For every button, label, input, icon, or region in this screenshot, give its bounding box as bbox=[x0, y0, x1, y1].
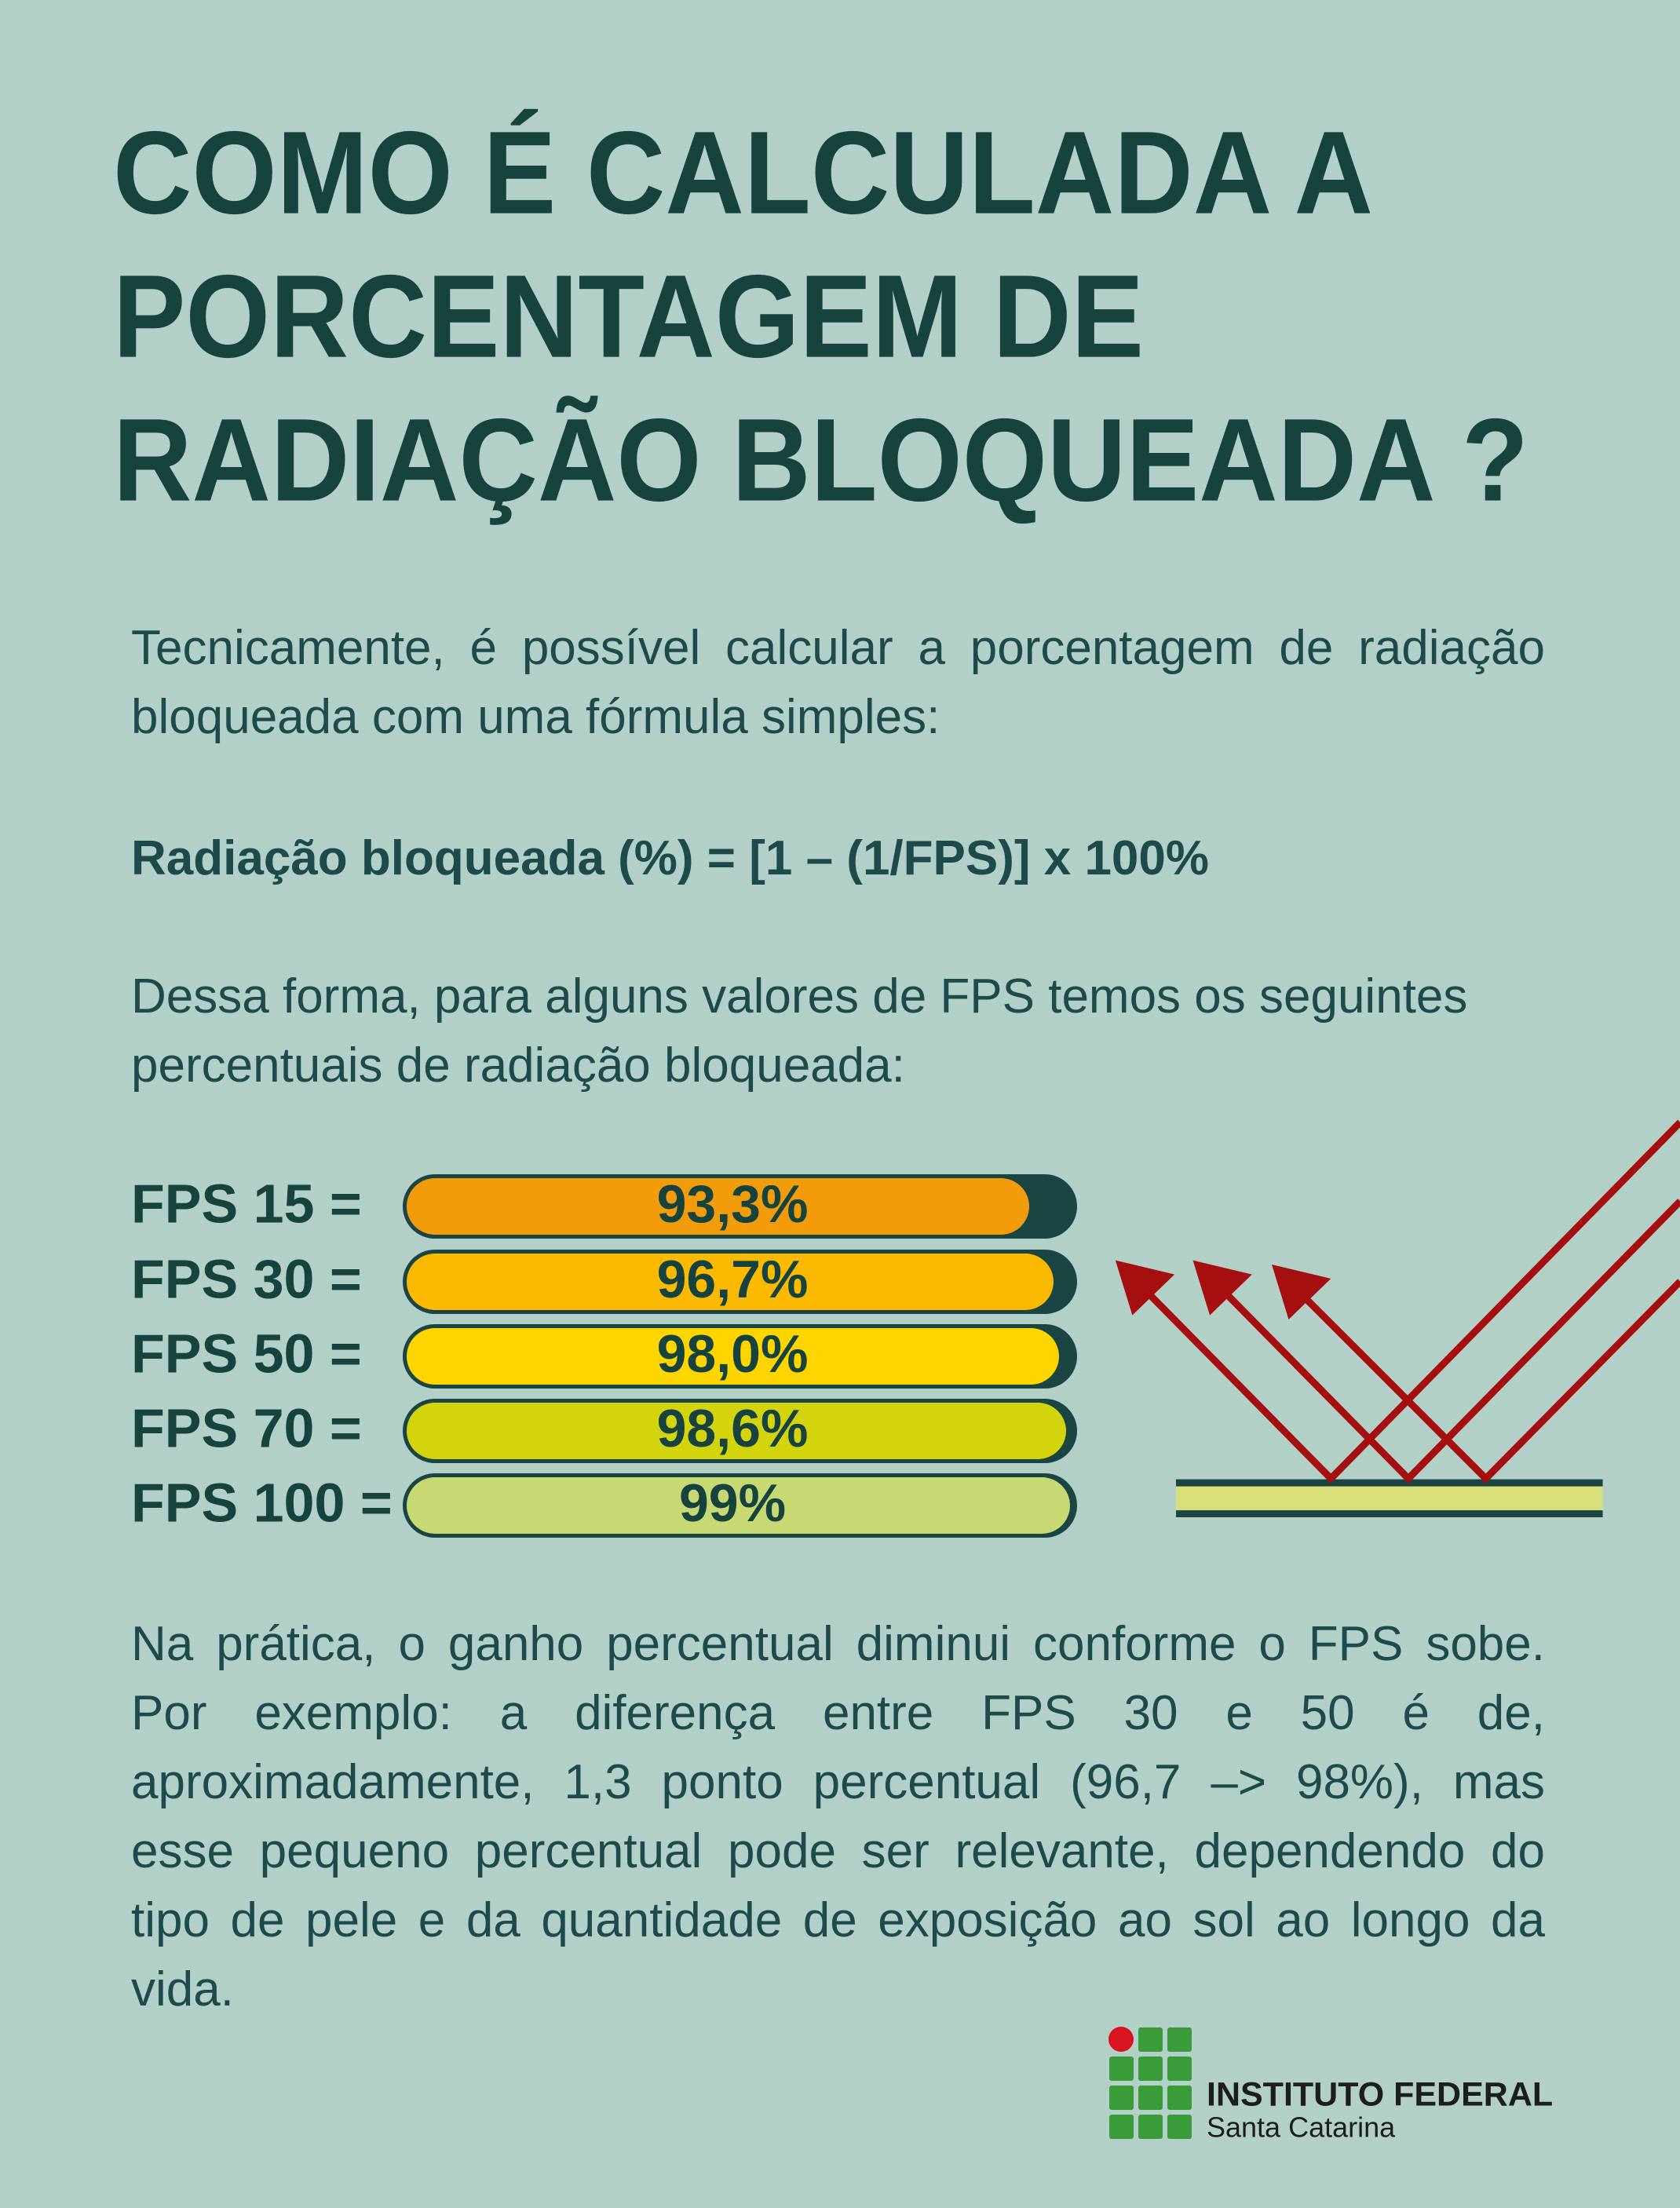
bar-fill bbox=[407, 1254, 1054, 1310]
logo-square bbox=[1167, 2027, 1192, 2052]
bar-value: 93,3% bbox=[657, 1174, 809, 1234]
logo-square bbox=[1167, 2086, 1192, 2110]
logo-square bbox=[1167, 2115, 1192, 2139]
logo-square bbox=[1138, 2086, 1163, 2110]
intro: Tecnicamente, é possível calcular a porc… bbox=[131, 621, 1545, 744]
logo-square bbox=[1109, 2086, 1134, 2110]
title-line: PORCENTAGEM DE bbox=[113, 250, 1144, 382]
bar-value: 99% bbox=[679, 1473, 786, 1533]
bar-label: FPS 30 = bbox=[131, 1248, 362, 1309]
bar-fill bbox=[407, 1328, 1059, 1385]
logo-square bbox=[1109, 2115, 1134, 2139]
bar-fill bbox=[407, 1178, 1029, 1235]
logo-square bbox=[1138, 2115, 1163, 2139]
logo-square bbox=[1109, 2057, 1134, 2081]
logo-name: INSTITUTO FEDERAL bbox=[1207, 2075, 1553, 2113]
bar-label: FPS 15 = bbox=[131, 1173, 362, 1234]
bar-value: 98,0% bbox=[657, 1324, 809, 1384]
logo-square bbox=[1167, 2057, 1192, 2081]
formula: Radiação bloqueada (%) = [1 – (1/FPS)] x… bbox=[131, 831, 1210, 885]
bar-fill bbox=[407, 1403, 1066, 1459]
logo-square bbox=[1138, 2057, 1163, 2081]
title-line: RADIAÇÃO BLOQUEADA ? bbox=[113, 394, 1528, 526]
bar-fill bbox=[407, 1477, 1070, 1534]
logo-mark bbox=[1108, 2027, 1192, 2139]
bar-value: 96,7% bbox=[657, 1250, 809, 1309]
title-line: COMO É CALCULADA A bbox=[113, 107, 1373, 239]
logo-square bbox=[1138, 2027, 1163, 2052]
lead: Dessa forma, para alguns valores de FPS … bbox=[131, 969, 1468, 1093]
logo-campus: Santa Catarina bbox=[1207, 2111, 1396, 2144]
bar-label: FPS 50 = bbox=[131, 1323, 362, 1384]
bar-label: FPS 100 = bbox=[131, 1472, 393, 1533]
bar-value: 98,6% bbox=[657, 1399, 809, 1458]
conclusion: Na prática, o ganho percentual diminui c… bbox=[131, 1617, 1545, 2016]
bar-label: FPS 70 = bbox=[131, 1397, 362, 1458]
reflection-diagram bbox=[1115, 1119, 1680, 1518]
